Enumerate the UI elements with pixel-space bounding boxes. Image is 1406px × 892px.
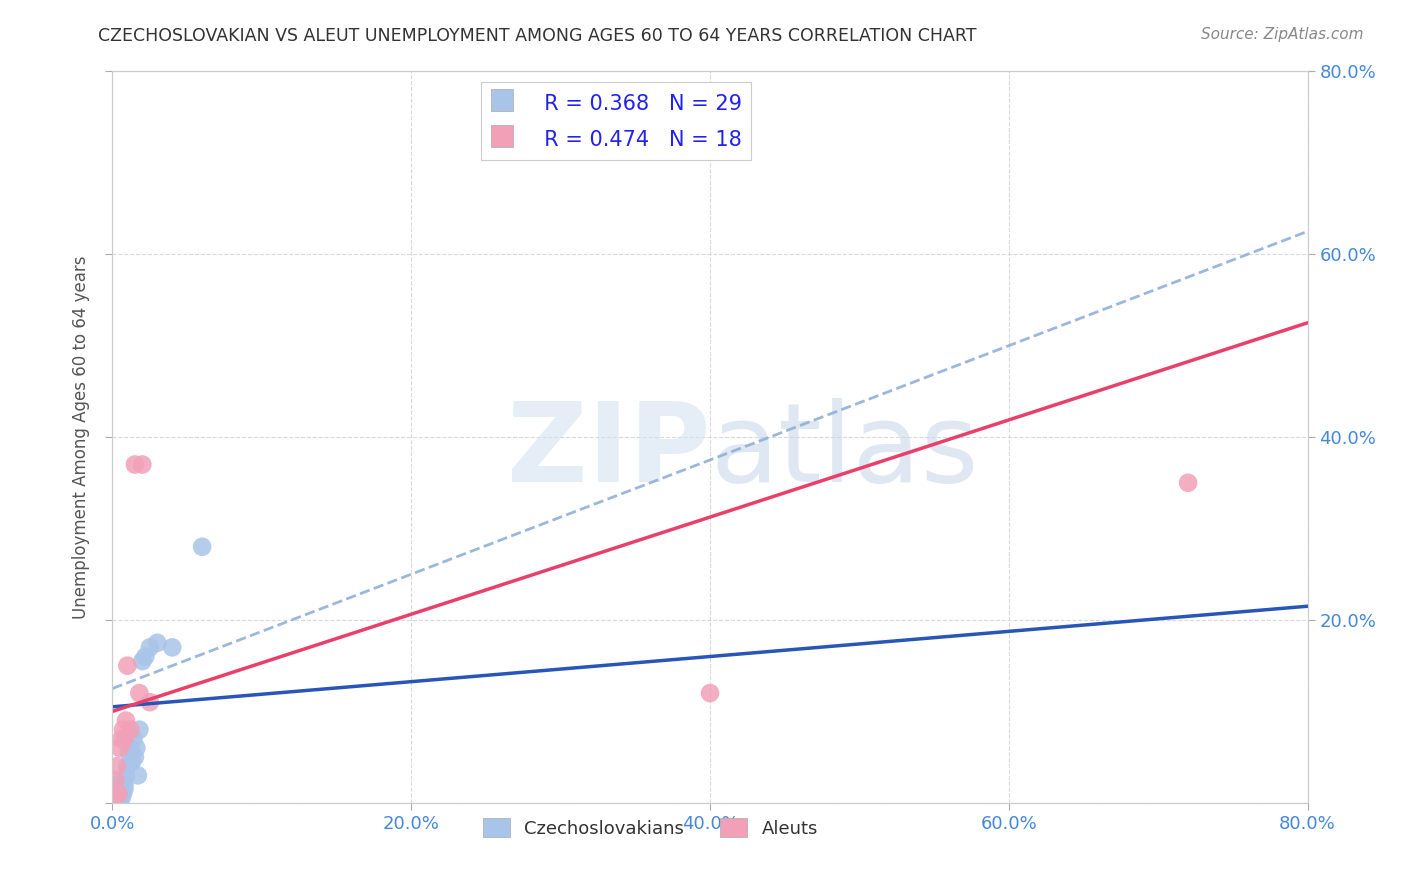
Point — [117, 759, 139, 773]
Point — [128, 723, 150, 737]
Point — [107, 787, 129, 801]
Point — [103, 787, 125, 801]
Point — [1177, 475, 1199, 490]
Point — [104, 772, 127, 787]
Point — [125, 740, 148, 755]
Point — [108, 782, 131, 797]
Point — [120, 723, 142, 737]
Point — [131, 654, 153, 668]
Point — [120, 740, 142, 755]
Point — [118, 746, 141, 760]
Point — [105, 782, 128, 797]
Y-axis label: Unemployment Among Ages 60 to 64 years: Unemployment Among Ages 60 to 64 years — [72, 255, 90, 619]
Point — [108, 796, 131, 810]
Point — [108, 740, 131, 755]
Point — [104, 796, 127, 810]
Point — [122, 731, 145, 746]
Point — [134, 649, 156, 664]
Point — [110, 791, 132, 805]
Point — [111, 723, 134, 737]
Point — [146, 636, 169, 650]
Point — [117, 658, 139, 673]
Point — [121, 755, 143, 769]
Point — [110, 731, 132, 746]
Point — [103, 791, 125, 805]
Point — [191, 540, 214, 554]
Point — [101, 791, 124, 805]
Point — [699, 686, 721, 700]
Point — [107, 787, 129, 801]
Point — [111, 787, 134, 801]
Point — [115, 768, 138, 782]
Point — [128, 686, 150, 700]
Point — [101, 787, 124, 801]
Point — [105, 791, 128, 805]
Text: ZIP: ZIP — [506, 398, 710, 505]
Point — [162, 640, 183, 655]
Point — [107, 778, 129, 792]
Point — [124, 458, 146, 472]
Point — [139, 640, 162, 655]
Text: CZECHOSLOVAKIAN VS ALEUT UNEMPLOYMENT AMONG AGES 60 TO 64 YEARS CORRELATION CHAR: CZECHOSLOVAKIAN VS ALEUT UNEMPLOYMENT AM… — [98, 27, 977, 45]
Point — [105, 759, 128, 773]
Point — [124, 750, 146, 764]
Text: atlas: atlas — [710, 398, 979, 505]
Point — [114, 778, 135, 792]
Point — [139, 695, 162, 709]
Point — [127, 768, 149, 782]
Point — [114, 731, 135, 746]
Point — [115, 714, 138, 728]
Point — [114, 782, 135, 797]
Text: Source: ZipAtlas.com: Source: ZipAtlas.com — [1201, 27, 1364, 42]
Legend: Czechoslovakians, Aleuts: Czechoslovakians, Aleuts — [475, 811, 825, 845]
Point — [131, 458, 153, 472]
